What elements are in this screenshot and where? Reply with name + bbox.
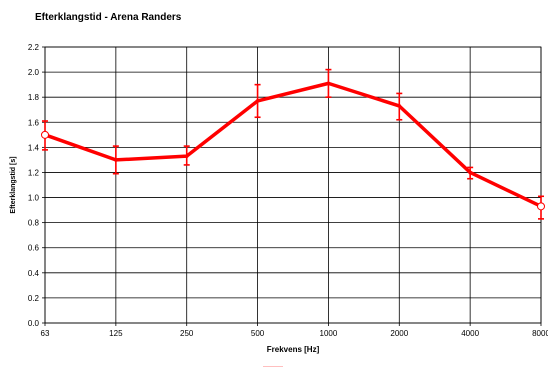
y-tick-label: 0.8 [28,219,40,228]
y-tick-label: 2.0 [28,68,40,77]
y-tick-label: 1.2 [28,168,40,177]
y-tick-label: 1.6 [28,118,40,127]
y-tick-label: 0.2 [28,294,40,303]
y-tick-label: 0.6 [28,244,40,253]
data-point [397,104,402,108]
x-tick-label: 250 [180,329,194,338]
y-tick-label: 0.4 [28,269,40,278]
chart-title: Efterklangstid - Arena Randers [35,12,182,23]
y-axis-label: Efterklangstid [s] [10,156,17,213]
y-tick-label: 1.4 [28,143,40,152]
data-point [114,158,118,162]
data-point [468,170,472,175]
data-point [255,99,260,103]
data-point [537,202,545,211]
x-tick-label: 2000 [390,329,408,338]
data-point [326,81,331,86]
y-tick-label: 2.2 [28,43,40,52]
x-tick-label: 1000 [320,329,338,338]
x-tick-label: 8000 [532,329,548,338]
y-tick-label: 1.0 [28,194,40,203]
x-tick-label: 125 [109,329,123,338]
y-tick-label: 1.8 [28,93,40,102]
x-tick-label: 63 [41,329,50,338]
data-point [41,130,49,139]
x-tick-label: 4000 [461,329,479,338]
data-point [184,154,189,158]
plot-area-frame [44,46,542,324]
series-rt30 [41,68,545,220]
x-axis-tick-labels: 63 125 250 500 1000 2000 4000 8000 [41,329,548,338]
x-axis-label: Frekvens [Hz] [267,345,320,354]
y-axis-tick-labels: 0.0 0.2 0.4 0.6 0.8 1.0 1.2 1.4 1.6 1.8 2.0 2.2 [28,43,40,328]
y-tick-label: 0.0 [28,319,40,328]
grid-lines [42,46,542,326]
series-line [43,81,543,209]
x-tick-label: 500 [251,329,265,338]
